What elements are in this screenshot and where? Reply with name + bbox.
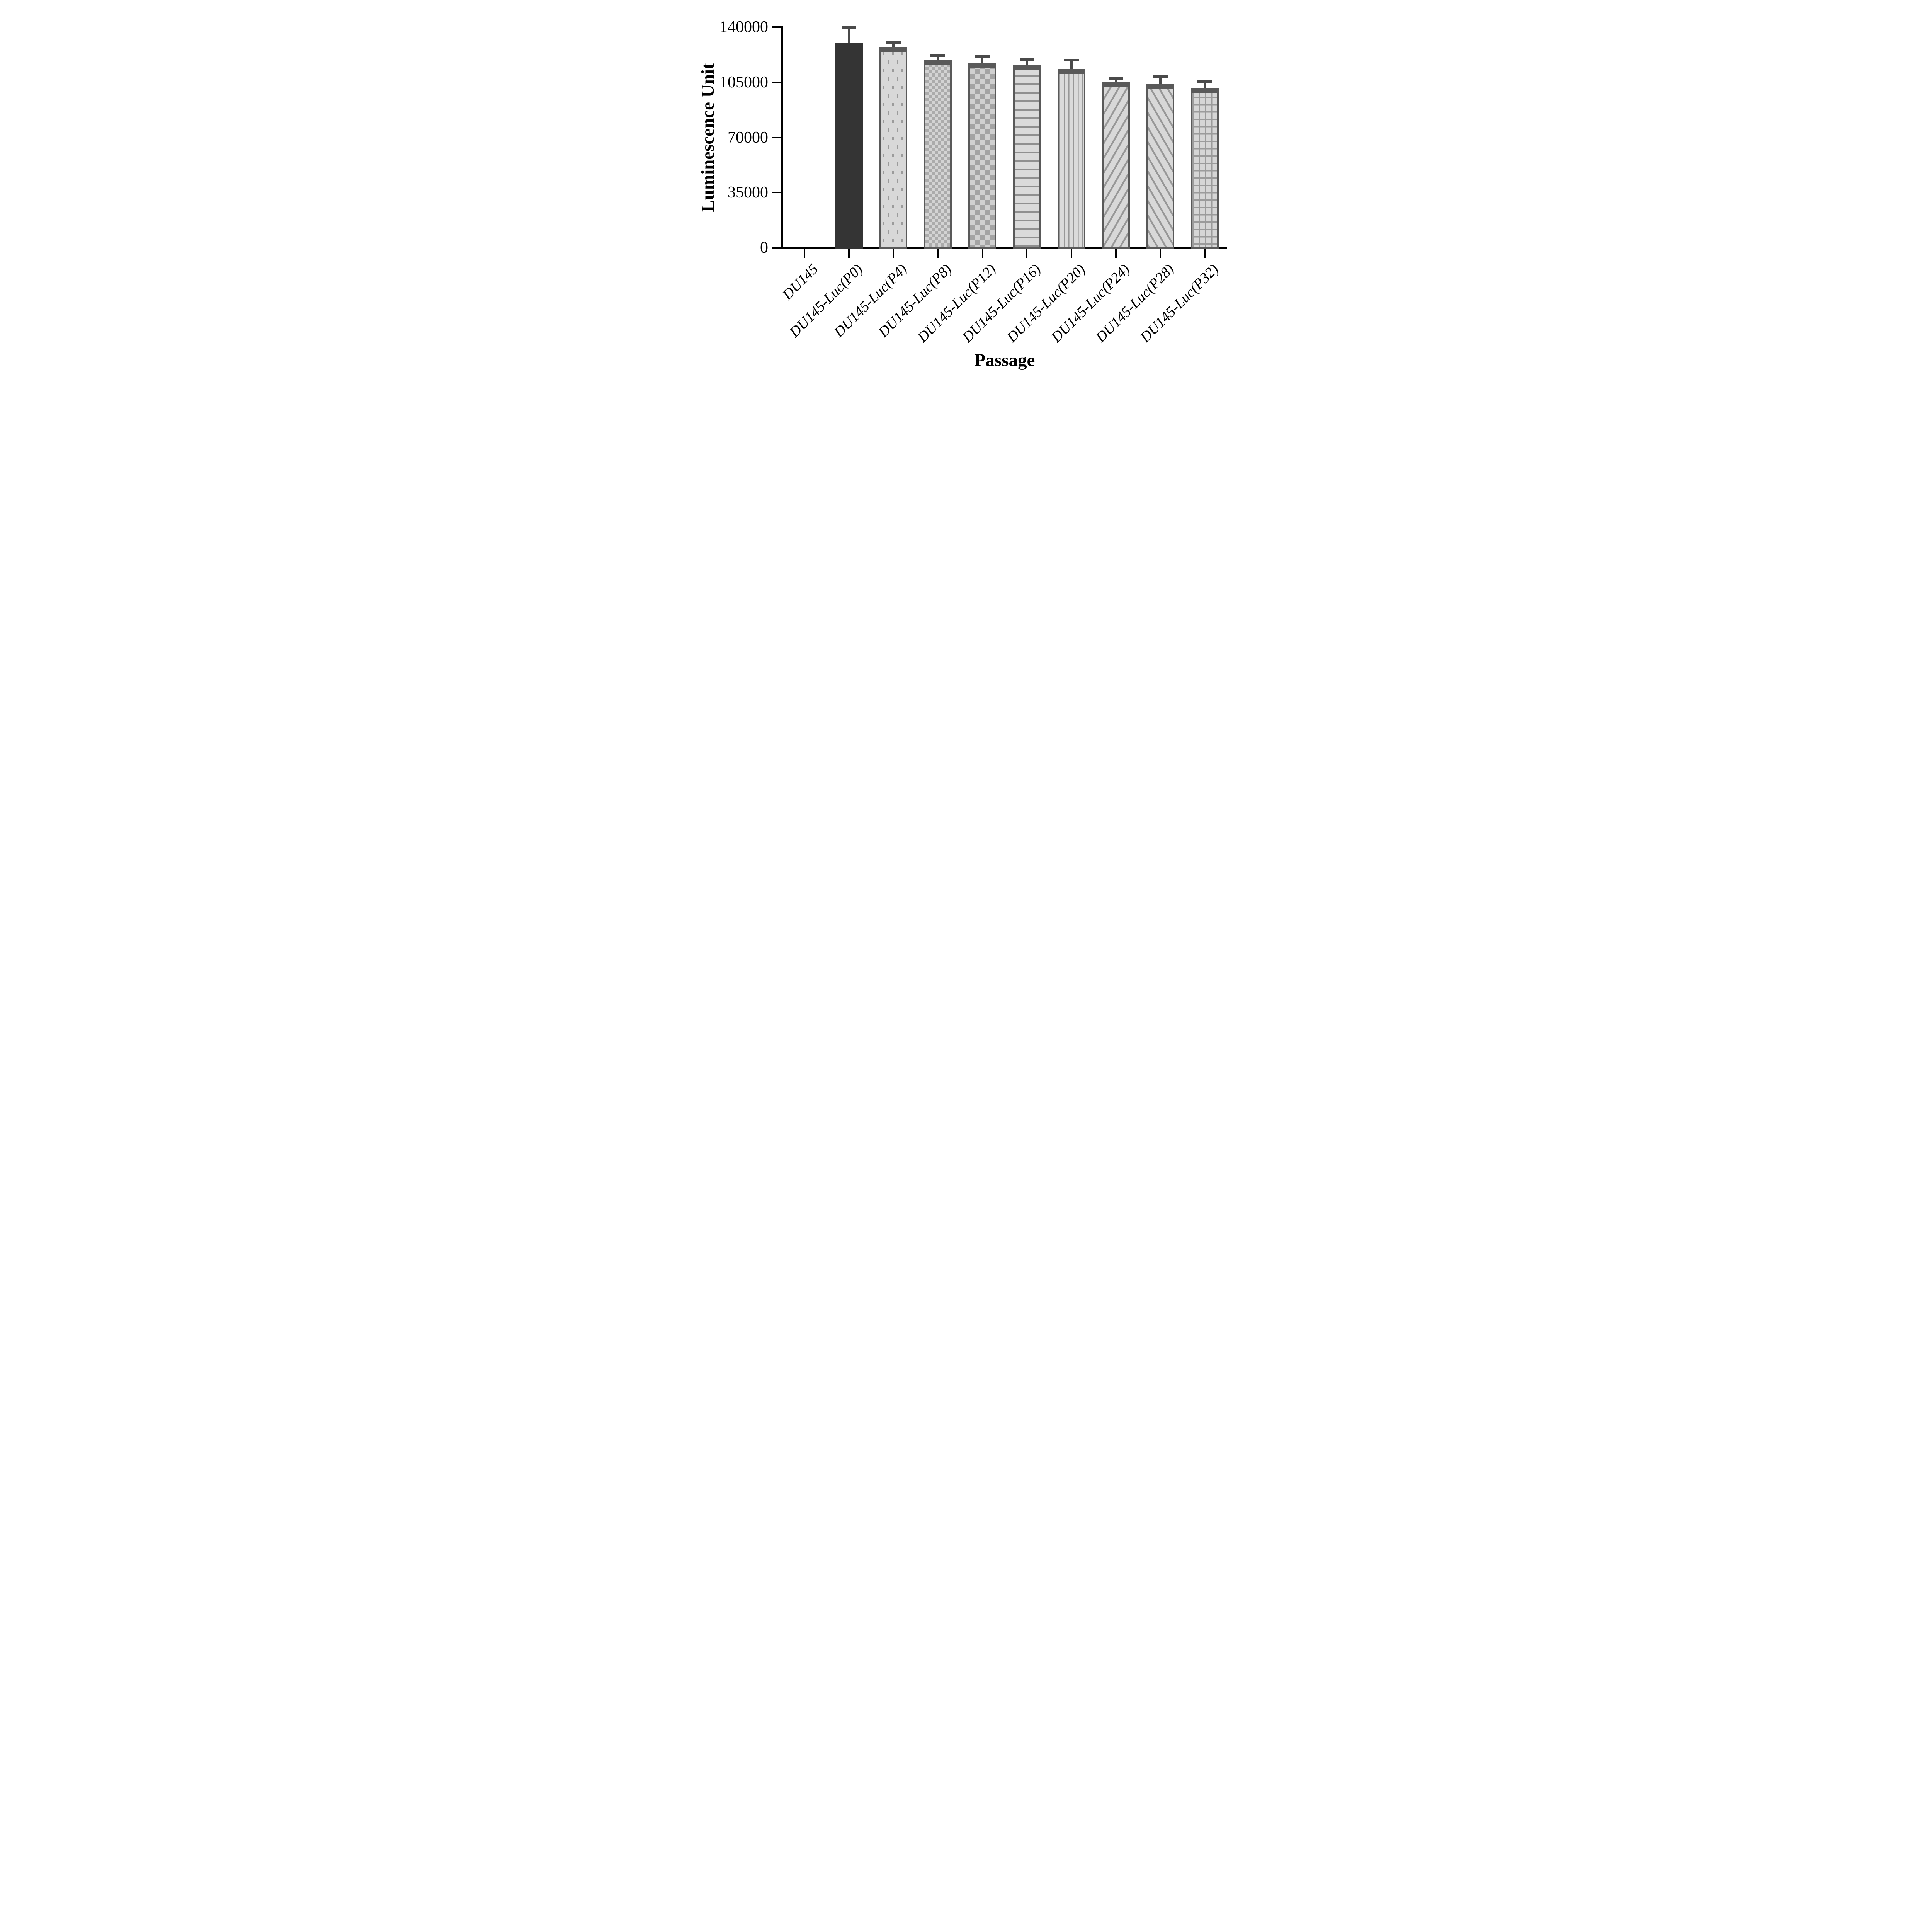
y-tick: [772, 192, 781, 193]
bar-DU145-Luc(P8): [924, 59, 952, 249]
bar-pattern-vlines: [1059, 70, 1084, 247]
x-tick-label: DU145-Luc(P28): [1092, 261, 1177, 346]
bar-top-band: [1192, 89, 1218, 93]
x-axis-line: [781, 247, 1227, 249]
y-tick: [772, 82, 781, 83]
y-tick-label: 140000: [719, 18, 768, 36]
error-bar-cap: [930, 54, 946, 57]
y-tick-label: 105000: [719, 73, 768, 91]
x-tick: [1026, 249, 1028, 258]
error-bar-cap: [1197, 80, 1213, 83]
y-axis-title: Luminescence Unit: [698, 63, 718, 212]
y-tick-label: 0: [760, 239, 768, 257]
bar-pattern-grid: [1192, 89, 1218, 247]
y-tick: [772, 247, 781, 249]
bar-DU145-Luc(P20): [1057, 69, 1085, 249]
bar-chart-figure: 0 35000 70000 105000 140000 DU145 DU145-Luc(P0…: [688, 0, 1244, 383]
error-bar-stem: [1204, 83, 1206, 90]
bar-DU145-Luc(P0): [835, 43, 863, 249]
error-bar-stem: [1070, 61, 1073, 72]
y-tick-label: 35000: [728, 184, 768, 202]
bar-pattern-diag-down: [1148, 85, 1173, 247]
bar-DU145-Luc(P12): [968, 62, 997, 249]
bar-pattern-diag-up: [1104, 83, 1128, 247]
error-bar-cap: [841, 26, 856, 29]
error-bar-stem: [892, 43, 895, 49]
bar-pattern-hlines: [1014, 66, 1039, 247]
bar-DU145-Luc(P28): [1146, 83, 1175, 249]
x-tick: [981, 249, 983, 258]
error-bar-cap: [886, 41, 901, 44]
error-bar-stem: [1026, 61, 1028, 67]
error-bar-stem: [1159, 78, 1162, 86]
bar-DU145-Luc(P16): [1013, 65, 1041, 249]
bar-top-band: [1148, 85, 1173, 89]
bar-DU145-Luc(P4): [879, 46, 907, 249]
x-tick-label: DU145-Luc(P20): [1003, 261, 1088, 346]
x-tick: [937, 249, 939, 258]
x-tick: [1160, 249, 1161, 258]
bar-DU145-Luc(P24): [1102, 81, 1130, 249]
x-tick: [803, 249, 805, 258]
error-bar-stem: [937, 56, 939, 62]
error-bar-cap: [1064, 58, 1079, 61]
x-tick-label: DU145-Luc(P16): [959, 261, 1044, 346]
x-tick: [1204, 249, 1206, 258]
error-bar-cap: [1153, 75, 1168, 78]
x-tick-label: DU145-Luc(P24): [1048, 261, 1133, 346]
y-tick-label: 70000: [728, 128, 768, 146]
bar-pattern-checker: [970, 64, 995, 247]
bar-top-band: [1014, 66, 1039, 70]
x-axis-title: Passage: [974, 350, 1035, 370]
bar-top-band: [1059, 70, 1084, 74]
x-tick: [1115, 249, 1117, 258]
y-tick: [772, 26, 781, 28]
x-tick-label: DU145-Luc(P32): [1137, 261, 1222, 346]
x-tick-label: DU145: [779, 261, 821, 303]
x-tick: [893, 249, 894, 258]
bar-pattern-dots: [881, 48, 906, 247]
y-axis-line: [781, 26, 783, 249]
bar-DU145-Luc(P32): [1191, 88, 1219, 249]
y-tick: [772, 136, 781, 138]
bar-top-band: [970, 64, 995, 68]
bar-top-band: [925, 61, 951, 65]
error-bar-cap: [1109, 77, 1123, 80]
error-bar-stem: [848, 29, 850, 45]
bar-top-band: [1104, 83, 1128, 87]
x-tick: [848, 249, 850, 258]
error-bar-cap: [1019, 58, 1034, 61]
bar-pattern-checker-fine: [925, 61, 951, 247]
error-bar-cap: [975, 55, 990, 58]
bar-top-band: [881, 48, 906, 52]
error-bar-stem: [981, 58, 984, 65]
x-tick-label: DU145-Luc(P12): [914, 261, 1000, 346]
x-tick: [1071, 249, 1072, 258]
